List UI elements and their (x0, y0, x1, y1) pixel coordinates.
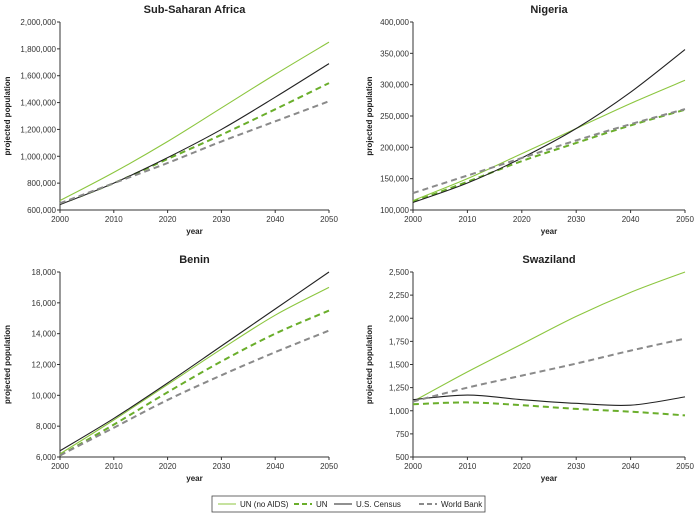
x-tick-label: 2050 (676, 462, 694, 471)
series-line-un (412, 108, 686, 203)
x-tick-label: 2000 (51, 462, 69, 471)
y-tick-label: 2,000 (389, 314, 410, 323)
y-tick-label: 100,000 (380, 206, 409, 215)
x-tick-label: 2020 (159, 462, 177, 471)
y-tick-label: 1,000,000 (20, 152, 56, 161)
x-tick-label: 2040 (266, 215, 284, 224)
y-tick-label: 250,000 (380, 112, 409, 121)
series-line-us-census (412, 394, 686, 407)
x-tick-label: 2030 (213, 215, 231, 224)
x-tick-label: 2030 (213, 462, 231, 471)
y-axis-label: projected population (365, 76, 374, 155)
x-tick-label: 2040 (266, 462, 284, 471)
y-tick-label: 1,200,000 (20, 125, 56, 134)
panel-title: Sub-Saharan Africa (144, 4, 247, 16)
y-tick-label: 750 (396, 430, 410, 439)
y-tick-label: 2,500 (389, 268, 410, 277)
y-tick-label: 1,400,000 (20, 99, 56, 108)
y-axis-label: projected population (3, 325, 12, 404)
series-line-un-no-aids (59, 41, 330, 202)
y-tick-label: 300,000 (380, 81, 409, 90)
y-tick-label: 1,500 (389, 361, 410, 370)
legend: UN (no AIDS) UN U.S. Census World Bank (211, 495, 486, 513)
y-tick-label: 350,000 (380, 49, 409, 58)
y-tick-label: 12,000 (32, 361, 57, 370)
series-line-un (59, 309, 330, 457)
panel-1: Sub-Saharan Africa 600,000 800,000 1,000,00… (3, 4, 338, 236)
y-tick-label: 2,250 (389, 291, 410, 300)
y-tick-label: 18,000 (32, 268, 57, 277)
x-tick-label: 2050 (320, 462, 338, 471)
y-axis-label: projected population (365, 325, 374, 404)
x-tick-label: 2020 (513, 462, 531, 471)
series-line-world-bank (59, 329, 330, 457)
y-tick-label: 8,000 (36, 422, 57, 431)
series-line-un (412, 401, 686, 417)
series-line-world-bank (412, 108, 686, 195)
panel-title: Swaziland (522, 254, 575, 266)
y-tick-label: 800,000 (27, 179, 56, 188)
y-tick-label: 500 (396, 453, 410, 462)
panel-title: Benin (179, 254, 210, 266)
y-tick-label: 10,000 (32, 391, 57, 400)
legend-label: World Bank (441, 500, 483, 509)
y-axis-label: projected population (3, 76, 12, 155)
x-tick-label: 2030 (567, 215, 585, 224)
panel-title: Nigeria (530, 4, 568, 16)
y-tick-label: 1,250 (389, 384, 410, 393)
x-tick-label: 2050 (676, 215, 694, 224)
legend-label: U.S. Census (356, 500, 401, 509)
x-axis-label: year (541, 474, 557, 483)
x-tick-label: 2000 (404, 215, 422, 224)
y-tick-label: 1,000 (389, 407, 410, 416)
series-line-un-no-aids (59, 286, 330, 455)
series-line-un-no-aids (412, 271, 686, 402)
legend-label: UN (316, 500, 328, 509)
x-tick-label: 2050 (320, 215, 338, 224)
y-tick-label: 1,600,000 (20, 72, 56, 81)
series-line-world-bank (412, 337, 686, 403)
x-tick-label: 2040 (622, 462, 640, 471)
y-tick-label: 1,750 (389, 337, 410, 346)
x-tick-label: 2040 (622, 215, 640, 224)
x-tick-label: 2020 (159, 215, 177, 224)
y-tick-label: 200,000 (380, 143, 409, 152)
series-line-world-bank (59, 100, 330, 205)
y-tick-label: 14,000 (32, 330, 57, 339)
panel-2: Nigeria 100,000 150,000 200,000 250,000 300,0… (365, 4, 694, 236)
series-line-us-census (59, 63, 330, 206)
x-tick-label: 2030 (567, 462, 585, 471)
x-tick-label: 2010 (459, 462, 477, 471)
x-axis-label: year (186, 227, 202, 236)
y-tick-label: 400,000 (380, 18, 409, 27)
y-tick-label: 150,000 (380, 175, 409, 184)
x-tick-label: 2010 (105, 462, 123, 471)
x-tick-label: 2000 (51, 215, 69, 224)
y-tick-label: 600,000 (27, 206, 56, 215)
series-line-us-census (412, 49, 686, 203)
x-tick-label: 2000 (404, 462, 422, 471)
x-axis-label: year (186, 474, 202, 483)
panel-3: Benin 6,000 8,000 10,000 12,000 14,000 16,000 1… (3, 254, 338, 483)
x-tick-label: 2020 (513, 215, 531, 224)
x-tick-label: 2010 (105, 215, 123, 224)
y-tick-label: 16,000 (32, 299, 57, 308)
y-tick-label: 6,000 (36, 453, 57, 462)
x-axis-label: year (541, 227, 557, 236)
series-line-us-census (59, 271, 330, 452)
x-tick-label: 2010 (459, 215, 477, 224)
y-tick-label: 1,800,000 (20, 45, 56, 54)
y-tick-label: 2,000,000 (20, 18, 56, 27)
series-line-un-no-aids (412, 79, 686, 202)
legend-label: UN (no AIDS) (240, 500, 289, 509)
panel-4: Swaziland 500 750 1,000 1,250 1,500 1,750 2,000… (365, 254, 694, 483)
